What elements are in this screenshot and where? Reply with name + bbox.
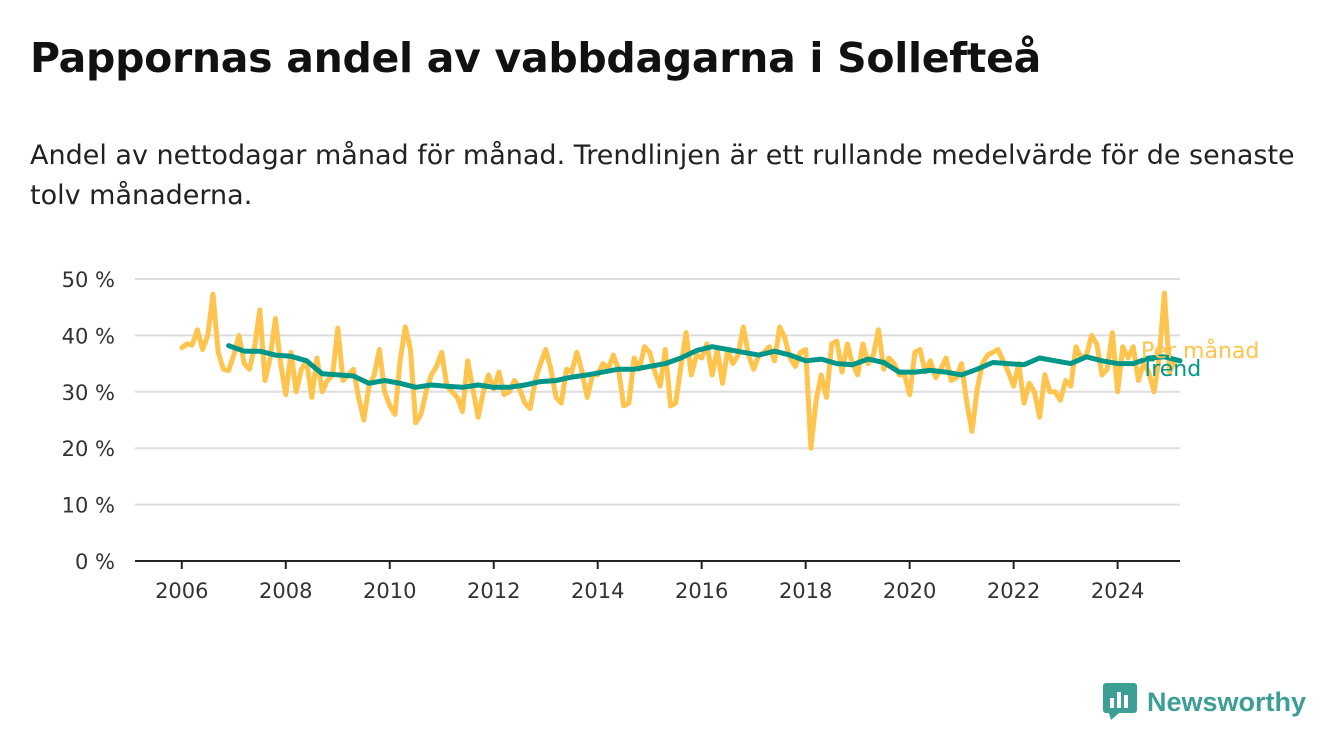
y-tick-label: 20 %: [62, 437, 115, 461]
y-tick-label: 30 %: [62, 381, 115, 405]
newsworthy-brand[interactable]: Newsworthy: [1103, 683, 1306, 721]
series-label-per-month: Per månad: [1141, 338, 1259, 364]
series-label-trend: Trend: [1140, 357, 1201, 382]
x-tick-label: 2024: [1091, 579, 1144, 603]
x-tick-label: 2014: [571, 579, 624, 603]
y-tick-label: 50 %: [62, 268, 115, 292]
y-tick-label: 40 %: [62, 324, 115, 348]
newsworthy-logo-icon: [1103, 683, 1137, 720]
x-axis-tick-labels: 2006 2008 2010 2012 2014 2016 2018 2020 2022 2024: [155, 561, 1144, 603]
y-tick-label: 0 %: [75, 550, 115, 574]
x-tick-label: 2006: [155, 579, 208, 603]
y-axis-tick-labels: 0 % 10 % 20 % 30 % 40 % 50 %: [62, 268, 115, 574]
chart-title: Pappornas andel av vabbdagarna i Solleft…: [30, 34, 1041, 82]
x-tick-label: 2010: [363, 579, 416, 603]
y-tick-label: 10 %: [62, 494, 115, 518]
x-tick-label: 2012: [467, 579, 520, 603]
series-line-per-month: [179, 290, 1178, 451]
x-tick-label: 2016: [675, 579, 728, 603]
brand-name: Newsworthy: [1147, 686, 1307, 717]
x-tick-label: 2020: [883, 579, 936, 603]
x-tick-label: 2018: [779, 579, 832, 603]
chart-subtitle: Andel av nettodagar månad för månad. Tre…: [30, 140, 1295, 211]
series-lines: [179, 290, 1183, 451]
x-tick-label: 2008: [259, 579, 312, 603]
x-tick-label: 2022: [987, 579, 1040, 603]
series-line-trend: [226, 343, 1183, 390]
